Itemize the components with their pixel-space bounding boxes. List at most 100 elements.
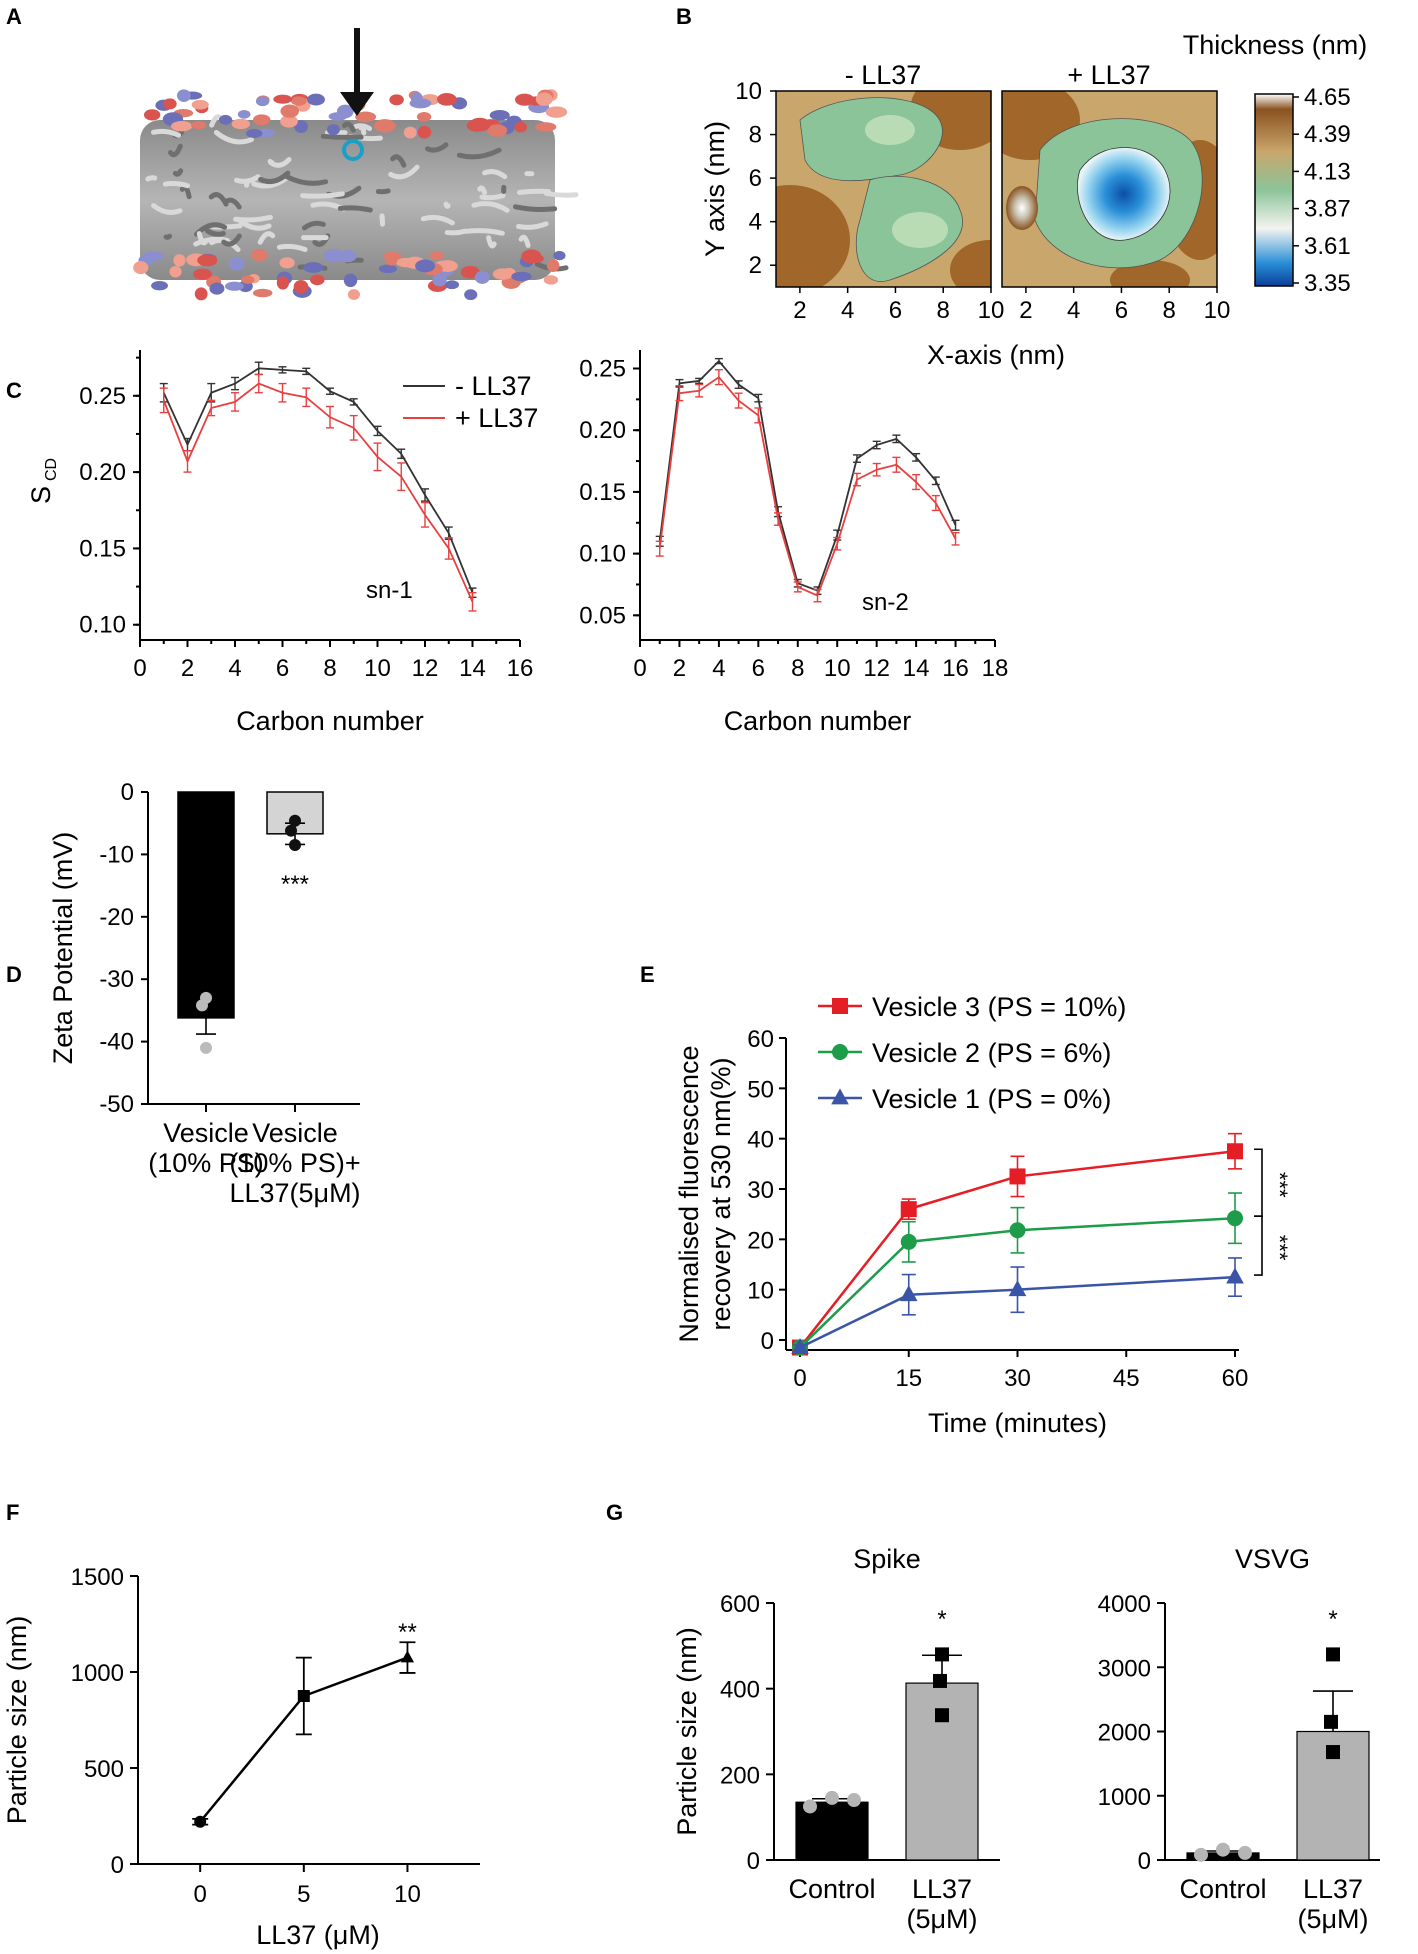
y-tick-label: 600 bbox=[720, 1591, 760, 1618]
arrow-head-icon bbox=[340, 92, 374, 116]
lipid-headgroup bbox=[252, 114, 271, 126]
spike-particle-size-chart: 0 200 400 600 Spike Particle size (nm) Control… bbox=[672, 1544, 1000, 1934]
lipid-tail bbox=[482, 169, 508, 180]
y-tick-label: 0 bbox=[1138, 1848, 1151, 1875]
lipid-headgroup bbox=[389, 94, 404, 106]
lipid-tail bbox=[233, 214, 273, 223]
lipid-headgroup bbox=[384, 252, 398, 266]
x-tick-label: 0 bbox=[194, 1881, 207, 1908]
y-tick-label: 200 bbox=[720, 1762, 760, 1789]
lipid-headgroup bbox=[255, 96, 270, 107]
series-0-point bbox=[1009, 1168, 1026, 1185]
map-left-x-tick-label: 4 bbox=[841, 297, 854, 324]
series-point bbox=[400, 1650, 415, 1663]
lipid-tail bbox=[443, 201, 451, 209]
legend-marker-1 bbox=[832, 1044, 848, 1060]
series-2-point bbox=[899, 1285, 918, 1302]
lipid-tail bbox=[276, 243, 308, 253]
lipid-headgroup bbox=[546, 259, 560, 272]
category-label-1: (5μM) bbox=[1297, 1904, 1368, 1934]
x-tick-label: 12 bbox=[863, 655, 890, 682]
category-label-1: Vesicle bbox=[252, 1118, 338, 1148]
lipid-headgroup bbox=[310, 274, 325, 286]
bar-0-point bbox=[196, 999, 208, 1012]
lipid-headgroup bbox=[417, 125, 432, 139]
lipid-tail bbox=[375, 188, 391, 195]
lipid-headgroup bbox=[545, 106, 568, 118]
lipid-tail bbox=[257, 231, 276, 245]
lipid-tail bbox=[145, 175, 158, 182]
lipid-headgroup bbox=[194, 287, 208, 301]
lipid-headgroup bbox=[197, 254, 218, 267]
y-tick-label: 0.05 bbox=[579, 602, 626, 629]
lipid-tail bbox=[208, 192, 229, 207]
series-line-0 bbox=[799, 1150, 1236, 1349]
x-tick-label: 2 bbox=[673, 655, 686, 682]
lipid-tail bbox=[320, 133, 364, 140]
x-tick-label: 8 bbox=[791, 655, 804, 682]
lipid-headgroup bbox=[429, 251, 445, 260]
y-tick-label: 1500 bbox=[71, 1564, 124, 1591]
colorbar-tick-label: 4.13 bbox=[1304, 158, 1351, 185]
map-title-minus-ll37: - LL37 bbox=[845, 60, 922, 90]
series-2-point bbox=[791, 1337, 809, 1354]
x-tick-label: 0 bbox=[133, 655, 146, 682]
lipid-headgroup bbox=[395, 257, 418, 268]
map-frame-right bbox=[1001, 90, 1218, 288]
x-tick-label: 12 bbox=[412, 655, 439, 682]
lipid-tail bbox=[425, 142, 449, 153]
lipid-headgroup bbox=[224, 281, 244, 291]
series-1-point bbox=[900, 1233, 917, 1250]
lipid-headgroup bbox=[514, 121, 527, 133]
bar-0-point bbox=[200, 1041, 212, 1054]
lipid-tail bbox=[456, 147, 502, 160]
x-tick-label: 10 bbox=[394, 1881, 421, 1908]
lipid-tail bbox=[258, 170, 291, 185]
x-tick-label: 10 bbox=[364, 655, 391, 682]
lipid-tail bbox=[196, 231, 209, 246]
y-tick-label: 0.10 bbox=[579, 541, 626, 568]
series-line-1 bbox=[162, 382, 474, 603]
thickness-maps: - LL37 + LL37 10 8 6 4 2 2 2 4 4 6 6 8 8 10 10 bbox=[700, 30, 1367, 370]
lipid-headgroup bbox=[276, 276, 290, 290]
bar-0 bbox=[177, 791, 235, 1019]
lipid-headgroup bbox=[492, 268, 513, 280]
y-axis-label: Zeta Potential (mV) bbox=[48, 832, 78, 1065]
series-line-1 bbox=[799, 1216, 1236, 1349]
x-tick-label: 2 bbox=[181, 655, 194, 682]
lipid-tail bbox=[163, 233, 173, 240]
bar-1-point bbox=[935, 1708, 949, 1723]
lipid-headgroup bbox=[143, 109, 161, 121]
lipid-headgroup bbox=[169, 265, 182, 278]
legend-label-2: Vesicle 1 (PS = 0%) bbox=[872, 1084, 1111, 1114]
lipid-tail bbox=[162, 181, 190, 189]
lipid-headgroup bbox=[521, 249, 542, 264]
lipid-headgroup bbox=[535, 92, 553, 106]
map-y-tick-label: 8 bbox=[749, 122, 762, 149]
bar-0-point bbox=[825, 1790, 839, 1805]
y-tick-label: -40 bbox=[99, 1029, 134, 1056]
lipid-tail bbox=[267, 158, 275, 166]
legend-label-0: - LL37 bbox=[455, 371, 532, 401]
significance-bracket bbox=[1254, 1148, 1263, 1217]
colorbar-tick-label: 3.61 bbox=[1304, 233, 1351, 260]
lipid-headgroup bbox=[133, 261, 149, 275]
series-1-point bbox=[1227, 1210, 1243, 1227]
lipid-tail bbox=[518, 234, 531, 248]
lipid-headgroup bbox=[378, 264, 398, 274]
lipid-tail bbox=[221, 233, 242, 247]
significance-marker: *** bbox=[1267, 1235, 1292, 1261]
lipid-headgroup bbox=[323, 249, 345, 263]
y-tick-label: 3000 bbox=[1098, 1655, 1151, 1682]
x-tick-label: 6 bbox=[276, 655, 289, 682]
x-tick-label: 14 bbox=[903, 655, 930, 682]
x-axis-label-text: LL37 ( bbox=[256, 1920, 333, 1950]
bar-1-point bbox=[1326, 1647, 1340, 1662]
lipid-headgroup bbox=[294, 120, 308, 134]
lipid-headgroup bbox=[250, 248, 268, 262]
series-line-2 bbox=[799, 1275, 1236, 1349]
lipid-headgroup bbox=[460, 265, 480, 279]
lipid-tail bbox=[464, 228, 505, 236]
lipid-headgroup bbox=[415, 259, 436, 273]
y-tick-label: 0.25 bbox=[79, 383, 126, 410]
